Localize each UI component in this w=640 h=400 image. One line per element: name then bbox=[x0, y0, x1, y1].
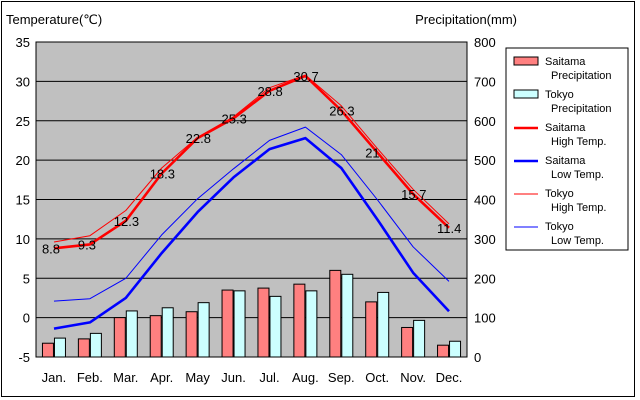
temperature-tick-label: 0 bbox=[23, 311, 30, 326]
high-temp-data-label: 8.8 bbox=[42, 241, 60, 256]
precipitation-tick-label: 600 bbox=[474, 114, 496, 129]
high-temp-data-label: 25.3 bbox=[222, 111, 247, 126]
tokyo-high-temp-line bbox=[53, 74, 450, 243]
month-tick-label: Aug. bbox=[292, 370, 319, 385]
legend-box bbox=[505, 47, 629, 251]
legend-label: Precipitation bbox=[551, 103, 612, 115]
tokyo-precipitation-bar bbox=[161, 307, 174, 358]
temperature-tick-label: 20 bbox=[16, 153, 30, 168]
high-temp-data-label: 28.8 bbox=[257, 84, 282, 99]
month-tick-label: Dec. bbox=[436, 370, 463, 385]
tokyo-precipitation-bar bbox=[377, 291, 390, 358]
high-temp-data-labels: 8.8 9.3 12.3 18.3 22.8 25.3 28.8 30.7 26.3 21 15.7… bbox=[42, 69, 461, 256]
precipitation-tick-label: 100 bbox=[474, 311, 496, 326]
saitama-precipitation-bar bbox=[257, 287, 270, 358]
tokyo-precipitation-bar bbox=[89, 332, 102, 358]
saitama-precipitation-bar bbox=[149, 315, 162, 358]
month-tick-label: Oct. bbox=[365, 370, 389, 385]
month-tick-label: Mar. bbox=[113, 370, 138, 385]
temperature-tick-label: -5 bbox=[18, 350, 30, 365]
tokyo-precipitation-bar bbox=[341, 273, 354, 358]
precipitation-tick-label: 400 bbox=[474, 193, 496, 208]
month-tick-label: May bbox=[185, 370, 210, 385]
saitama-precipitation-bar bbox=[41, 342, 54, 358]
saitama-precipitation-bar bbox=[437, 344, 450, 358]
legend-label: Saitama bbox=[545, 122, 586, 134]
tokyo-precipitation-bar bbox=[449, 340, 462, 358]
temperature-tick-label: 15 bbox=[16, 193, 30, 208]
month-tick-label: Nov. bbox=[400, 370, 426, 385]
legend-label: Saitama bbox=[545, 56, 586, 68]
gridlines bbox=[36, 80, 467, 319]
month-tick-label: Apr. bbox=[150, 370, 173, 385]
saitama-precipitation-bar bbox=[113, 317, 126, 358]
month-axis-ticks: Jan. Feb. Mar. Apr. May Jun. Jul. Aug. Sep. Oct. N… bbox=[42, 370, 463, 385]
saitama-precipitation-bar bbox=[401, 326, 414, 358]
high-temp-data-label: 30.7 bbox=[293, 69, 318, 84]
high-temp-data-label: 26.3 bbox=[329, 104, 354, 119]
saitama-precipitation-bar bbox=[221, 289, 234, 358]
tokyo-precipitation-bar bbox=[53, 337, 66, 358]
legend-label: Saitama bbox=[545, 155, 586, 167]
precipitation-tick-label: 0 bbox=[474, 350, 481, 365]
precipitation-tick-label: 200 bbox=[474, 271, 496, 286]
temperature-tick-label: 25 bbox=[16, 114, 30, 129]
temperature-tick-label: 5 bbox=[23, 271, 30, 286]
precipitation-axis-title: Precipitation(mm) bbox=[415, 12, 517, 27]
legend-label: Precipitation bbox=[551, 70, 612, 82]
precipitation-axis-ticks: 800 700 600 500 400 300 200 100 0 bbox=[474, 35, 496, 365]
plot-border bbox=[35, 41, 468, 358]
legend-label: High Temp. bbox=[551, 136, 606, 148]
high-temp-data-label: 22.8 bbox=[186, 131, 211, 146]
legend-label: Tokyo bbox=[545, 89, 574, 101]
high-temp-data-label: 15.7 bbox=[401, 187, 426, 202]
saitama-low-temp-line bbox=[53, 136, 450, 330]
tokyo-precipitation-bar bbox=[125, 310, 138, 358]
saitama-precipitation-bar bbox=[77, 338, 90, 358]
high-temp-data-label: 18.3 bbox=[150, 167, 175, 182]
high-temp-data-label: 12.3 bbox=[114, 214, 139, 229]
high-temp-data-label: 11.4 bbox=[437, 221, 461, 236]
precipitation-tick-label: 300 bbox=[474, 232, 496, 247]
month-tick-label: Sep. bbox=[328, 370, 355, 385]
tokyo-precipitation-bar bbox=[197, 302, 210, 358]
month-tick-label: Jan. bbox=[42, 370, 67, 385]
saitama-precipitation-bar bbox=[185, 311, 198, 358]
tokyo-precipitation-bar bbox=[305, 290, 318, 358]
precipitation-tick-label: 800 bbox=[474, 35, 496, 50]
tokyo-precipitation-bar bbox=[233, 290, 246, 358]
high-temp-data-label: 9.3 bbox=[78, 237, 96, 252]
saitama-precipitation-bar bbox=[329, 269, 342, 358]
legend-swatch-tokyo-precipitation bbox=[513, 89, 539, 99]
precipitation-bars bbox=[41, 269, 462, 358]
temperature-tick-label: 10 bbox=[16, 232, 30, 247]
chart-legend: Saitama Precipitation Tokyo Precipitation Sa… bbox=[505, 47, 629, 251]
high-temp-data-label: 21 bbox=[365, 145, 379, 160]
month-tick-label: Jul. bbox=[259, 370, 279, 385]
temperature-tick-label: 35 bbox=[16, 35, 30, 50]
saitama-precipitation-bar bbox=[293, 283, 306, 358]
legend-label: Low Temp. bbox=[551, 235, 604, 247]
month-tick-label: Feb. bbox=[77, 370, 103, 385]
temperature-tick-label: 30 bbox=[16, 74, 30, 89]
legend-label: Low Temp. bbox=[551, 169, 604, 181]
precipitation-tick-label: 700 bbox=[474, 74, 496, 89]
legend-label: Tokyo bbox=[545, 221, 574, 233]
month-tick-label: Jun. bbox=[221, 370, 246, 385]
precipitation-tick-label: 500 bbox=[474, 153, 496, 168]
saitama-precipitation-bar bbox=[365, 301, 378, 358]
legend-swatch-saitama-precipitation bbox=[513, 56, 539, 66]
legend-label: Tokyo bbox=[545, 188, 574, 200]
temperature-lines bbox=[53, 74, 450, 330]
saitama-high-temp-line bbox=[53, 74, 450, 250]
tokyo-low-temp-line bbox=[53, 126, 450, 302]
tokyo-precipitation-bar bbox=[269, 295, 282, 358]
legend-label: High Temp. bbox=[551, 202, 606, 214]
temperature-axis-title: Temperature(℃) bbox=[6, 12, 102, 27]
temperature-axis-ticks: 35 30 25 20 15 10 5 0 -5 bbox=[16, 35, 30, 365]
tokyo-precipitation-bar bbox=[413, 319, 426, 358]
